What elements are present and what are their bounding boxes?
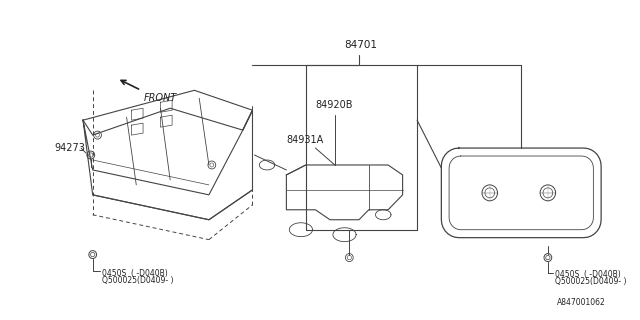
Text: FRONT: FRONT: [144, 93, 177, 103]
Text: 0450S  ( -D040B): 0450S ( -D040B): [102, 268, 168, 277]
Text: 0450S  ( -D040B): 0450S ( -D040B): [555, 269, 620, 278]
Text: Q500025(D0409- ): Q500025(D0409- ): [102, 276, 174, 285]
Text: Q500025(D0409- ): Q500025(D0409- ): [555, 277, 626, 286]
Text: 84701: 84701: [344, 40, 378, 51]
Text: 94273: 94273: [54, 143, 85, 153]
Text: A847001062: A847001062: [557, 298, 606, 307]
Text: 84931A: 84931A: [286, 135, 324, 145]
Text: 84920B: 84920B: [316, 100, 353, 110]
